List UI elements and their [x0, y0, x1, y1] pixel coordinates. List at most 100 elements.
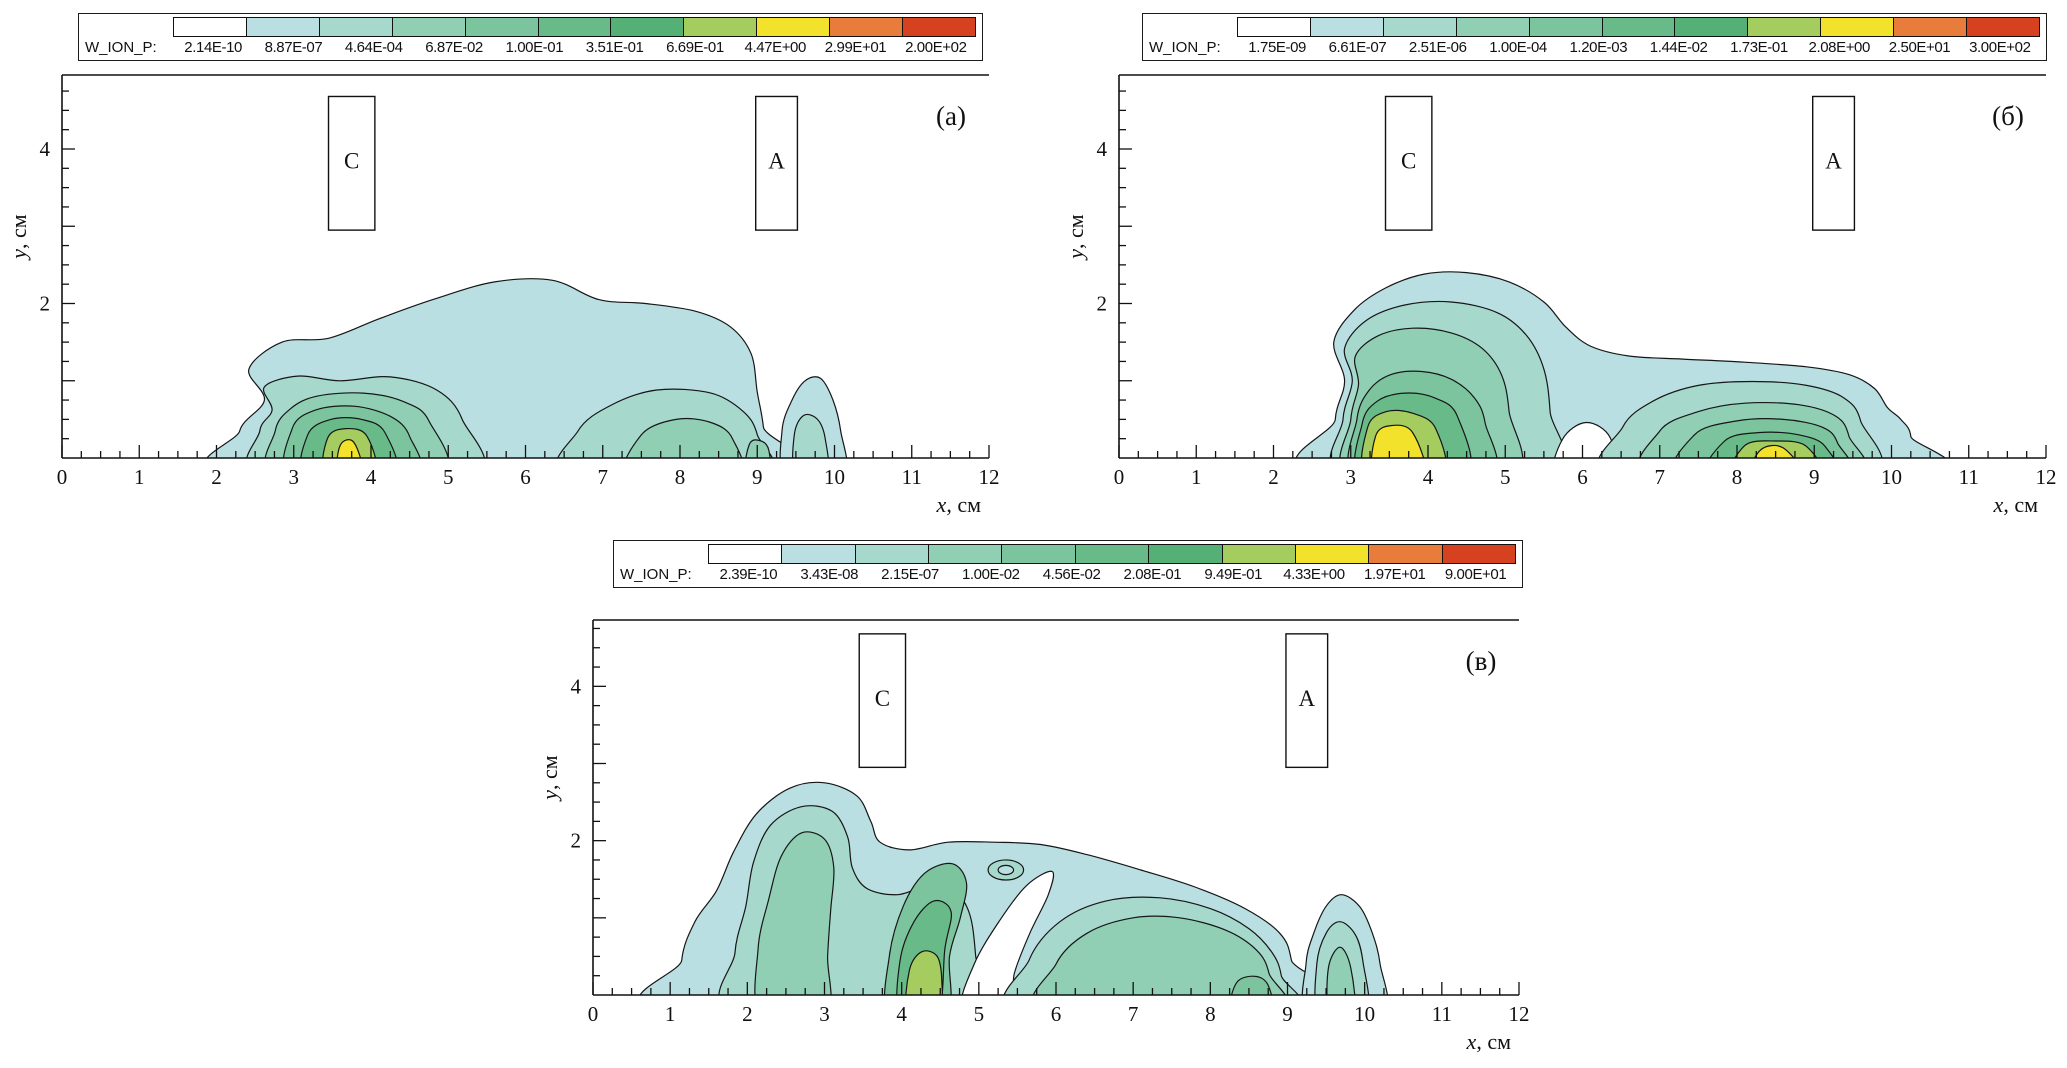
legend-value: 1.73E-01 [1730, 39, 1788, 56]
contour-regions [639, 781, 1388, 995]
panel-label: (а) [936, 101, 966, 131]
legend-value: 6.69E-01 [666, 39, 724, 56]
legend-color-cell [1222, 544, 1296, 564]
contour-region [625, 417, 743, 458]
y-axis-label: y, см [537, 755, 562, 802]
y-tick-label: 4 [1097, 137, 1108, 161]
contour-region [1554, 421, 1618, 458]
x-tick-label: 4 [1423, 465, 1434, 489]
x-tick-label: 6 [1577, 465, 1588, 489]
legend-value: 4.64E-04 [344, 39, 403, 56]
x-tick-label: 1 [665, 1002, 676, 1026]
legend-color-cell [757, 17, 831, 37]
x-tick-label: 1 [134, 465, 145, 489]
electrode-c-rect [1384, 95, 1433, 231]
legend-value: 4.47E+00 [744, 39, 807, 56]
legend-value: 2.14E-10 [184, 39, 242, 56]
legend-title: W_ION_P: [620, 566, 692, 583]
y-tick-label: 2 [1097, 292, 1108, 316]
x-tick-label: 0 [588, 1002, 599, 1026]
legend-color-cell [611, 17, 685, 37]
legend-title: W_ION_P: [1149, 39, 1221, 56]
x-tick-label: 11 [902, 465, 922, 489]
x-axis-label: x, см [1993, 492, 2039, 517]
axis-ticks [61, 90, 990, 458]
x-tick-label: 10 [824, 465, 845, 489]
legend-colorbar: W_ION_P: 1.75E-09 6.61E-07 2.51E-06 1.00E-04… [1142, 13, 2047, 61]
x-tick-label: 4 [366, 465, 377, 489]
legend-color-cell [1456, 17, 1530, 37]
x-tick-label: 12 [2036, 465, 2057, 489]
y-axis-label: y, см [1063, 214, 1088, 261]
legend-color-cell [1821, 17, 1895, 37]
legend-color-cell [465, 17, 539, 37]
legend-color-cell [319, 17, 393, 37]
legend-color-strip [708, 544, 1516, 564]
contour-region [1230, 975, 1273, 995]
legend-value: 2.39E-10 [719, 566, 778, 583]
legend-color-cell [830, 17, 904, 37]
x-tick-label: 11 [1432, 1002, 1452, 1026]
contour-region [1326, 946, 1356, 995]
axis-ticks [1118, 90, 2047, 458]
x-tick-label: 10 [1354, 1002, 1375, 1026]
legend-value: 8.87E-07 [264, 39, 323, 56]
legend-color-cell [1383, 17, 1457, 37]
legend-color-cell [1602, 17, 1676, 37]
legend-color-cell [1748, 17, 1822, 37]
x-tick-label: 8 [1205, 1002, 1216, 1026]
legend-value: 3.00E+02 [1969, 39, 2031, 56]
legend-colorbar: W_ION_P: 2.14E-10 8.87E-07 4.64E-04 6.87E-02… [78, 13, 983, 61]
axis-ticks [592, 627, 1520, 995]
x-tick-label: 1 [1191, 465, 1202, 489]
electrode-a-label: A [1825, 149, 1842, 174]
x-tick-label: 8 [1732, 465, 1743, 489]
legend-color-cell [1075, 544, 1150, 564]
legend-color-cell [1149, 544, 1223, 564]
legend-color-cell [1295, 544, 1370, 564]
legend-value: 1.00E-04 [1489, 39, 1547, 56]
contour-region [336, 439, 362, 458]
legend-color-cell [538, 17, 612, 37]
legend-value: 2.51E-06 [1408, 39, 1467, 56]
legend-color-cell [782, 544, 856, 564]
x-tick-label: 7 [1128, 1002, 1139, 1026]
legend-value: 6.61E-07 [1328, 39, 1387, 56]
legend-value: 3.43E-08 [800, 566, 859, 583]
contour-region [791, 413, 829, 458]
contour-island [997, 864, 1015, 876]
electrode-a-label: A [768, 149, 785, 174]
x-tick-label: 11 [1959, 465, 1979, 489]
legend-value: 2.99E+01 [824, 39, 887, 56]
contour-region [745, 439, 771, 458]
legend-value: 1.44E-02 [1649, 39, 1708, 56]
panel-v: W_ION_P: 2.39E-10 3.43E-08 2.15E-07 1.00E-02… [531, 535, 1541, 1068]
legend-color-cell [1369, 544, 1443, 564]
legend-value: 1.20E-03 [1569, 39, 1628, 56]
legend-value: 2.50E+01 [1888, 39, 1951, 56]
contour-regions [206, 278, 848, 458]
legend-color-cell [246, 17, 320, 37]
legend-colorbar: W_ION_P: 2.39E-10 3.43E-08 2.15E-07 1.00E-02… [613, 540, 1523, 588]
legend-value: 2.08E+00 [1808, 39, 1871, 56]
x-tick-label: 9 [1282, 1002, 1293, 1026]
x-axis-label: x, см [1466, 1029, 1512, 1054]
contour-regions [1295, 271, 1946, 458]
electrode-a-rect [1812, 95, 1856, 231]
legend-value: 1.97E+01 [1364, 566, 1426, 583]
legend-value: 2.00E+02 [905, 39, 967, 56]
legend-color-cell [1967, 17, 2040, 37]
legend-color-cell [929, 544, 1003, 564]
y-tick-label: 4 [571, 674, 582, 698]
x-tick-label: 12 [979, 465, 1000, 489]
legend-color-cell [708, 544, 783, 564]
y-tick-label: 2 [40, 292, 51, 316]
x-tick-label: 0 [1114, 465, 1125, 489]
electrode-c-label: C [1401, 149, 1416, 174]
contour-region [1032, 915, 1286, 995]
x-tick-label: 6 [1051, 1002, 1062, 1026]
x-tick-label: 4 [896, 1002, 907, 1026]
contour-region [754, 831, 835, 995]
